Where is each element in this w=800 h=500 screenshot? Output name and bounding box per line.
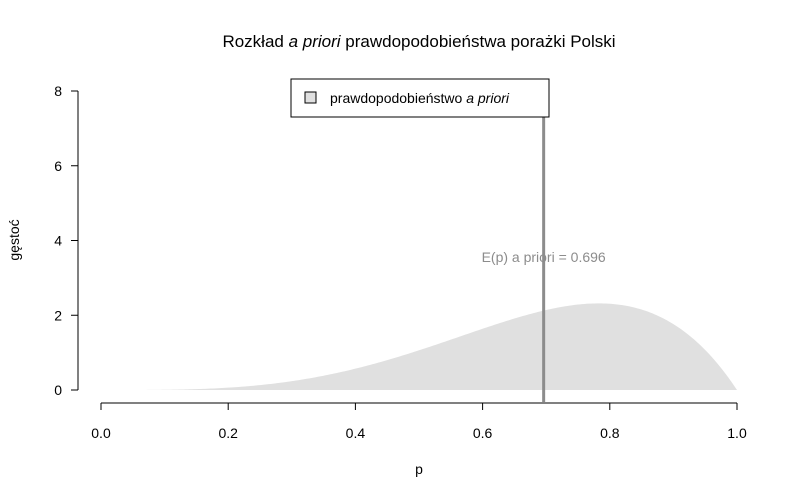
x-tick-label: 1.0 — [727, 425, 747, 441]
x-tick-label: 0.4 — [346, 425, 366, 441]
x-tick-label: 0.6 — [473, 425, 493, 441]
chart-title-part-1: Rozkład — [222, 32, 288, 51]
y-axis: 0 2 4 6 8 — [54, 83, 79, 398]
legend-label: prawdopodobieństwo a priori — [330, 90, 510, 106]
legend-label-part-2: a priori — [466, 90, 510, 106]
y-tick-label: 4 — [54, 233, 62, 249]
mean-annotation: E(p) a priori = 0.696 — [482, 249, 606, 265]
x-axis: 0.0 0.2 0.4 0.6 0.8 1.0 — [91, 402, 747, 441]
x-tick-label: 0.8 — [600, 425, 620, 441]
legend: prawdopodobieństwo a priori — [290, 78, 550, 118]
x-tick-label: 0.0 — [91, 425, 111, 441]
chart-title-part-3: prawdopodobieństwa porażki Polski — [341, 32, 616, 51]
chart-title-part-2: a priori — [289, 32, 342, 51]
y-tick-label: 2 — [54, 307, 62, 323]
chart-title: Rozkład a priori prawdopodobieństwa pora… — [222, 32, 615, 51]
legend-label-part-1: prawdopodobieństwo — [330, 90, 466, 106]
density-area — [101, 303, 737, 390]
y-tick-label: 0 — [54, 382, 62, 398]
legend-box — [290, 78, 550, 118]
x-tick-label: 0.2 — [218, 425, 238, 441]
y-axis-label: gęstoć — [6, 219, 22, 260]
y-tick-label: 8 — [54, 83, 62, 99]
legend-swatch — [304, 91, 317, 104]
x-axis-label: p — [415, 461, 423, 477]
y-tick-label: 6 — [54, 158, 62, 174]
